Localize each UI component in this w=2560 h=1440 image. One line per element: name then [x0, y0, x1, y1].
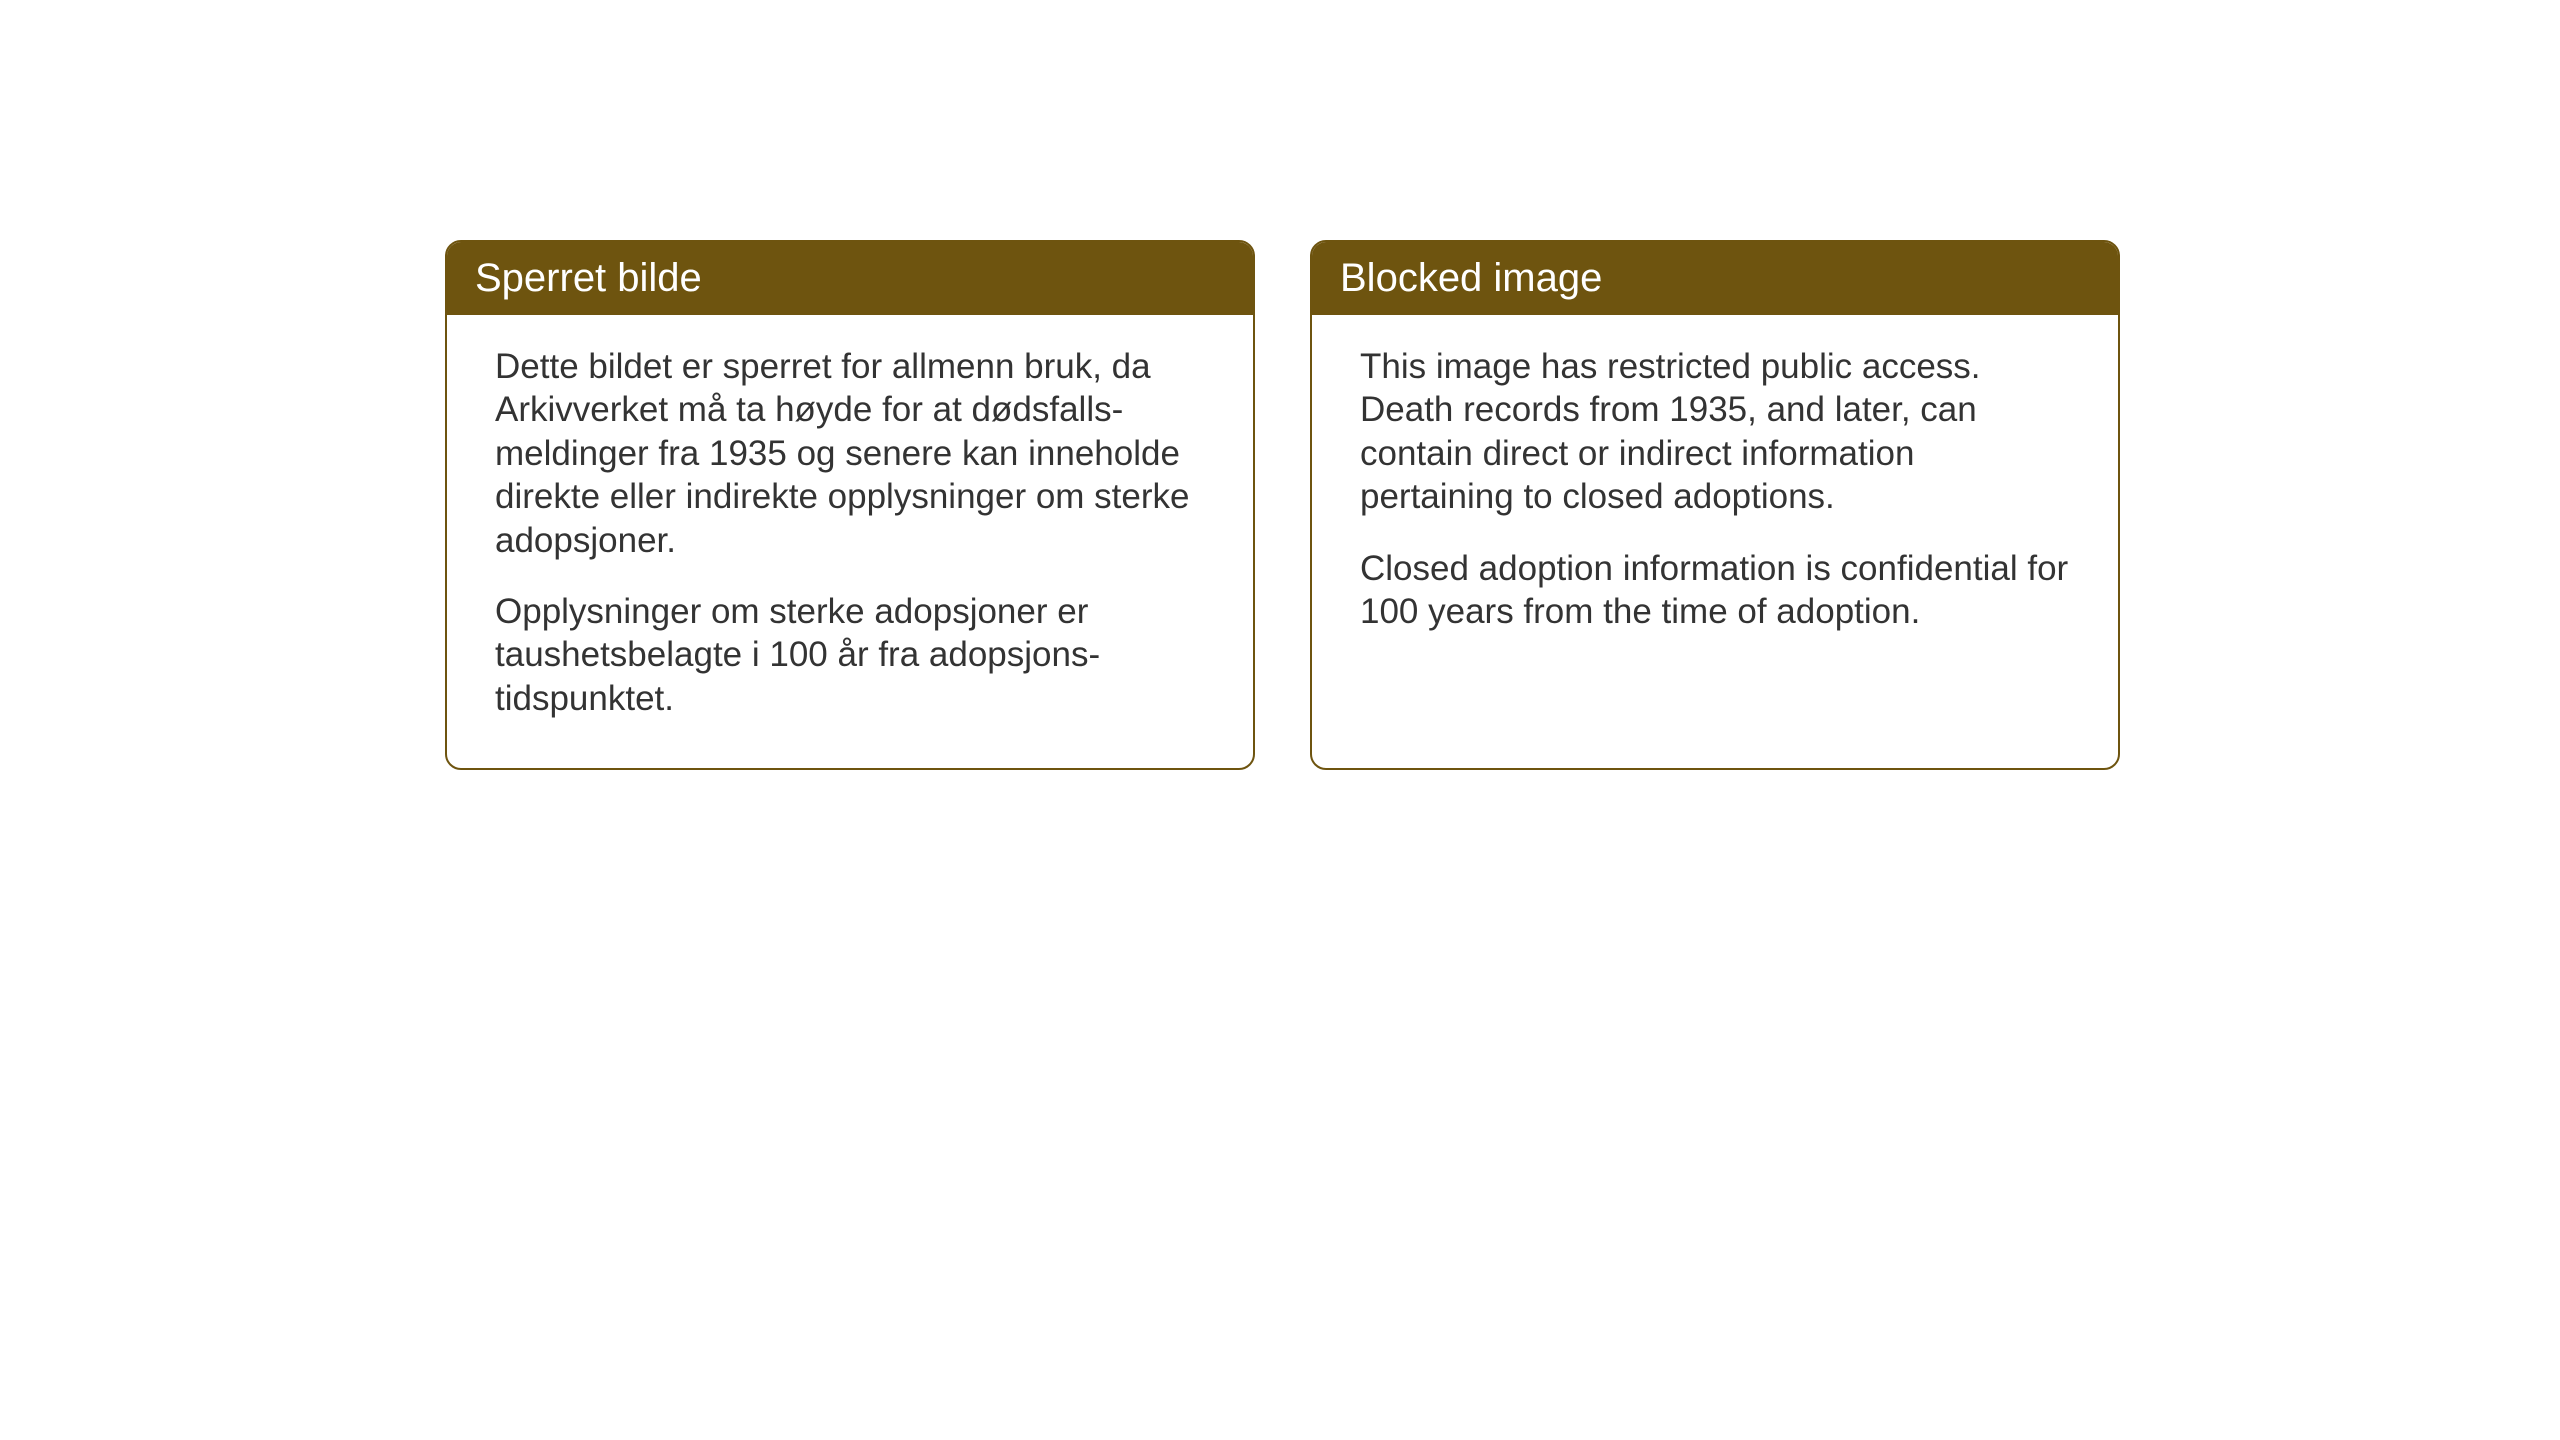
card-title-norwegian: Sperret bilde — [447, 242, 1253, 315]
notice-text-en-p2: Closed adoption information is confident… — [1360, 547, 2070, 634]
notice-text-no-p2: Opplysninger om sterke adopsjoner er tau… — [495, 590, 1205, 720]
card-body-english: This image has restricted public access.… — [1312, 315, 2118, 681]
notice-container: Sperret bilde Dette bildet er sperret fo… — [445, 240, 2120, 770]
notice-card-english: Blocked image This image has restricted … — [1310, 240, 2120, 770]
card-body-norwegian: Dette bildet er sperret for allmenn bruk… — [447, 315, 1253, 768]
notice-card-norwegian: Sperret bilde Dette bildet er sperret fo… — [445, 240, 1255, 770]
notice-text-en-p1: This image has restricted public access.… — [1360, 345, 2070, 519]
notice-text-no-p1: Dette bildet er sperret for allmenn bruk… — [495, 345, 1205, 562]
card-title-english: Blocked image — [1312, 242, 2118, 315]
